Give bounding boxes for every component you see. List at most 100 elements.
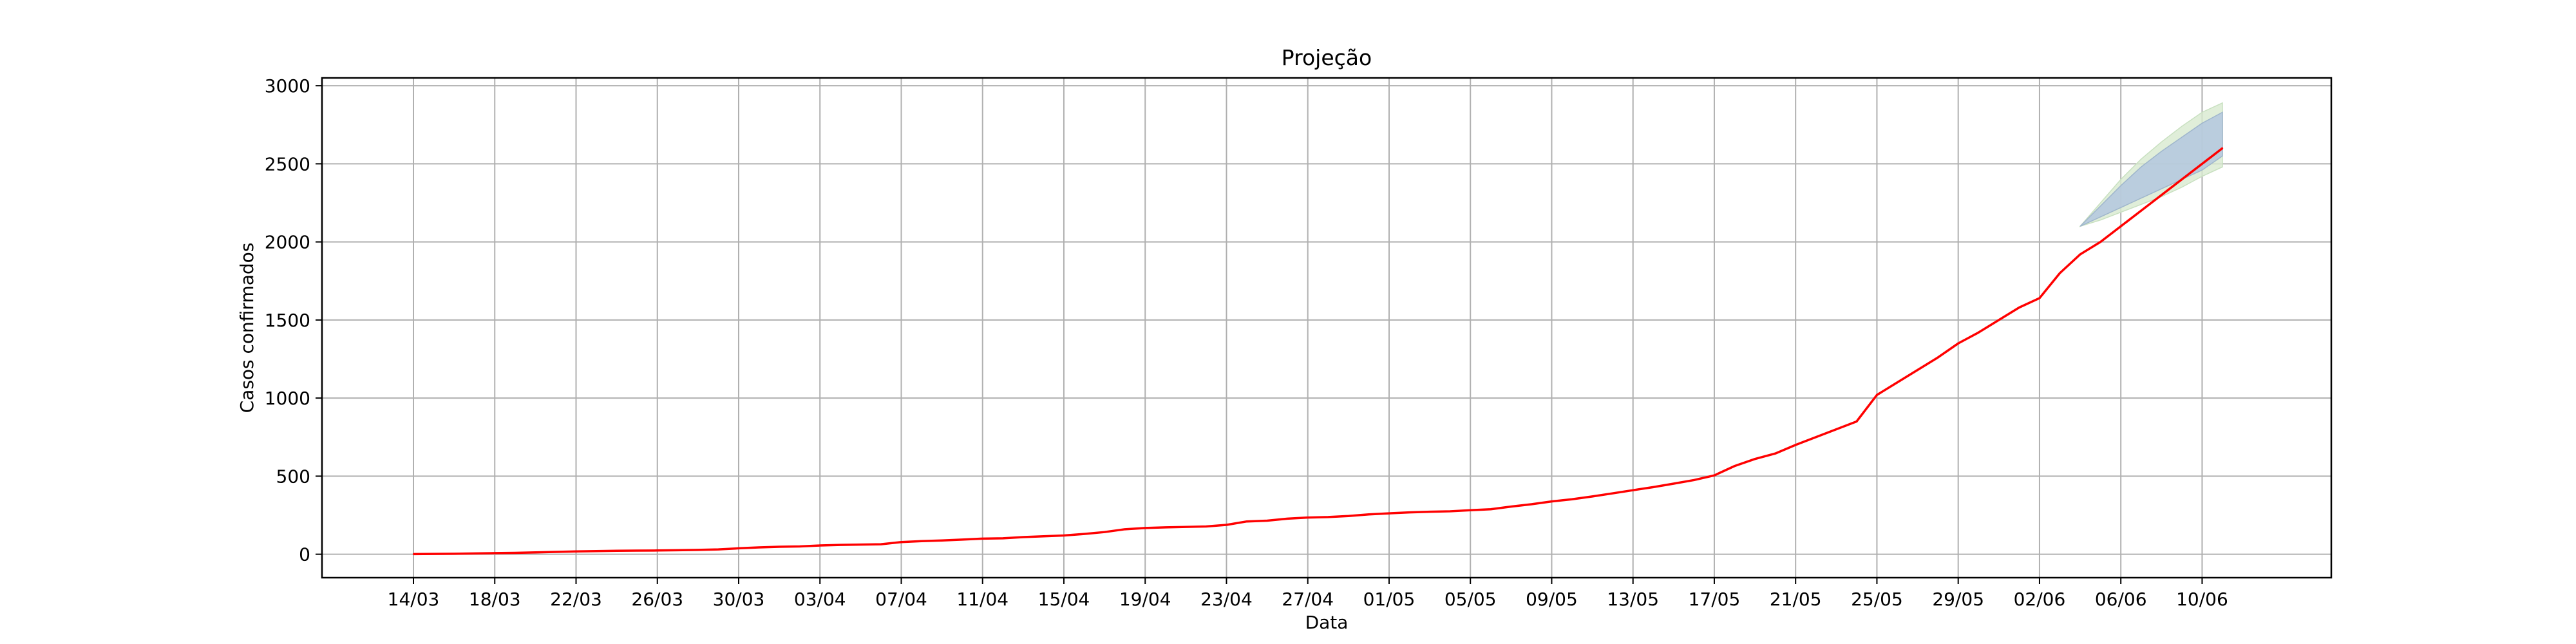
data-point: [2059, 272, 2061, 274]
data-point: [1286, 518, 1289, 520]
data-point: [2181, 178, 2183, 180]
data-point: [1530, 503, 1533, 506]
data-point: [1103, 531, 1106, 533]
x-tick-label: 23/04: [1200, 589, 1253, 610]
data-point: [1022, 536, 1025, 538]
data-point: [1307, 516, 1309, 518]
x-axis-title: Data: [1305, 612, 1349, 633]
x-tick-label: 19/04: [1119, 589, 1171, 610]
data-point: [616, 550, 618, 552]
data-point: [778, 545, 781, 548]
data-point: [1611, 492, 1614, 495]
chart-title: Projeção: [1282, 45, 1372, 70]
x-tick-label: 07/04: [875, 589, 927, 610]
data-point: [1408, 511, 1410, 513]
data-point: [1205, 526, 1208, 527]
data-point: [1043, 535, 1045, 537]
data-point: [575, 551, 577, 553]
x-tick-label: 01/05: [1363, 589, 1416, 610]
data-point: [2079, 253, 2081, 256]
data-point: [656, 549, 658, 552]
x-tick-label: 21/05: [1770, 589, 1822, 610]
y-tick-label: 3000: [265, 75, 310, 97]
y-tick-label: 2500: [265, 153, 310, 175]
x-tick-label: 11/04: [956, 589, 1009, 610]
data-point: [1002, 537, 1004, 540]
data-point: [2140, 209, 2142, 212]
data-point: [1591, 495, 1593, 498]
x-tick-label: 13/05: [1607, 589, 1659, 610]
data-point: [1855, 421, 1858, 422]
x-tick-label: 26/03: [631, 589, 683, 610]
data-point: [453, 553, 455, 555]
data-point: [2018, 307, 2020, 308]
data-point: [961, 538, 963, 541]
data-point: [758, 546, 760, 549]
data-point: [1388, 512, 1390, 515]
data-point: [1876, 394, 1878, 396]
data-point: [494, 552, 496, 554]
data-point: [900, 541, 902, 543]
data-point: [636, 549, 638, 552]
y-axis-title: Casos confirmados: [236, 243, 258, 413]
data-point: [697, 549, 699, 551]
data-point: [554, 551, 557, 553]
data-point: [737, 547, 740, 549]
data-point: [514, 552, 516, 554]
data-point: [433, 553, 435, 555]
data-point: [1713, 474, 1716, 477]
data-point: [1734, 465, 1736, 467]
data-point: [1571, 498, 1573, 500]
data-point: [880, 543, 882, 545]
data-point: [920, 540, 923, 542]
y-tick-label: 2000: [265, 232, 310, 253]
data-point: [1632, 489, 1634, 491]
x-tick-label: 09/05: [1526, 589, 1578, 610]
x-tick-label: 30/03: [713, 589, 765, 610]
data-point: [1083, 533, 1085, 535]
data-point: [819, 544, 821, 547]
projection-band: [2078, 102, 2223, 227]
data-point: [2161, 194, 2163, 196]
data-point: [717, 548, 719, 551]
data-point: [1368, 513, 1370, 515]
data-point: [860, 544, 862, 545]
series-lines: [412, 147, 2224, 556]
y-tick-label: 1500: [265, 310, 310, 331]
x-tick-label: 14/03: [388, 589, 440, 610]
data-point: [1063, 535, 1065, 536]
data-point: [1551, 500, 1553, 502]
data-point: [1164, 526, 1166, 529]
data-point: [941, 540, 943, 542]
data-point: [1754, 458, 1756, 460]
data-point: [1245, 520, 1248, 522]
data-point: [1815, 436, 1817, 438]
data-point: [1795, 444, 1797, 446]
x-tick-label: 17/05: [1689, 589, 1741, 610]
data-point: [1327, 516, 1329, 518]
data-point: [1774, 453, 1776, 455]
x-tick-label: 03/04: [794, 589, 846, 610]
data-point: [1672, 482, 1675, 485]
data-point: [1428, 511, 1431, 513]
x-tick-label: 22/03: [550, 589, 602, 610]
y-tick-label: 1000: [265, 388, 310, 409]
data-point: [1957, 343, 1959, 345]
data-point: [1693, 479, 1695, 481]
data-point: [1490, 508, 1492, 510]
data-point: [1185, 526, 1187, 528]
data-point: [1510, 506, 1512, 507]
data-point: [799, 545, 800, 547]
data-point: [1144, 527, 1146, 529]
data-point: [1124, 528, 1126, 531]
data-point: [1896, 381, 1899, 384]
data-point: [2038, 297, 2041, 299]
data-point: [1449, 510, 1451, 513]
data-point: [473, 553, 475, 554]
data-point: [1998, 319, 2000, 321]
y-tick-label: 0: [299, 544, 310, 565]
data-point: [1347, 515, 1350, 517]
data-point: [981, 538, 983, 540]
data-point: [1835, 428, 1837, 430]
